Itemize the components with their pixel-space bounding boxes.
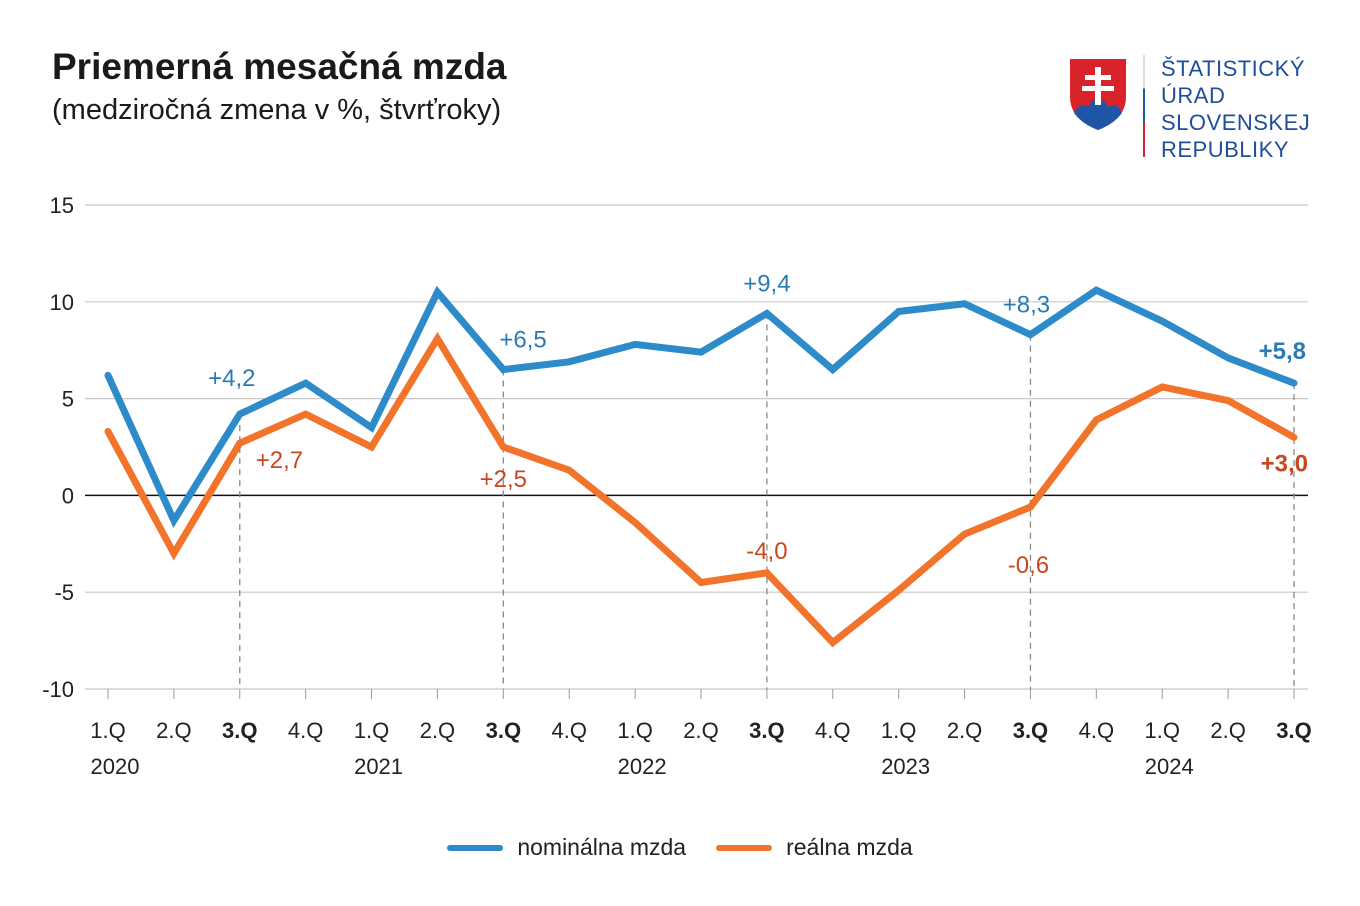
x-tick-label: 4.Q xyxy=(815,718,850,743)
series-line-nominal xyxy=(104,285,1298,528)
x-tick-label: 2.Q xyxy=(947,718,982,743)
y-tick-label: 10 xyxy=(50,290,74,315)
x-tick-label: 1.Q xyxy=(90,718,125,743)
y-tick-label: 15 xyxy=(50,193,74,218)
legend-swatch xyxy=(447,844,504,851)
legend-item-nominal: nominálna mzda xyxy=(447,834,686,861)
chart-title: Priemerná mesačná mzda xyxy=(52,46,507,87)
x-tick-label: 3.Q xyxy=(222,718,257,743)
logo-line: ŠTATISTICKÝ xyxy=(1161,56,1306,81)
y-tick-label: -5 xyxy=(54,580,74,605)
x-tick-label: 2.Q xyxy=(683,718,718,743)
data-label: +4,2 xyxy=(208,365,255,392)
x-tick-label: 2.Q xyxy=(156,718,191,743)
chart-subtitle: (medziročná zmena v %, štvrťroky) xyxy=(52,94,502,126)
x-tick-label: 1.Q xyxy=(1144,718,1179,743)
line-chart: 15 10 5 0 -5 -10 1.Q 2.Q 3.Q 4.Q 1.Q 2.Q 3.Q 4.Q 1.Q 2.… xyxy=(42,193,1312,779)
year-label: 2023 xyxy=(881,754,930,779)
legend-label: nominálna mzda xyxy=(517,834,687,860)
x-tick-label: 4.Q xyxy=(1079,718,1114,743)
data-label: +8,3 xyxy=(1003,292,1050,319)
data-label: -0,6 xyxy=(1008,552,1049,579)
data-label: +3,0 xyxy=(1261,450,1308,477)
x-tick-label: 1.Q xyxy=(354,718,389,743)
x-tick-label: 1.Q xyxy=(881,718,916,743)
data-label: +9,4 xyxy=(743,270,790,297)
coat-of-arms-icon xyxy=(1070,59,1126,130)
data-label: +2,5 xyxy=(480,466,527,493)
x-tick-label: 3.Q xyxy=(1276,718,1311,743)
data-label: +2,7 xyxy=(256,447,303,474)
y-tick-label: -10 xyxy=(42,677,74,702)
year-label: 2022 xyxy=(618,754,667,779)
x-tick-label: 1.Q xyxy=(617,718,652,743)
year-label: 2020 xyxy=(91,754,140,779)
logo-line: ÚRAD xyxy=(1161,83,1226,108)
data-label: +5,8 xyxy=(1259,338,1306,365)
y-tick-label: 0 xyxy=(62,483,74,508)
year-label: 2024 xyxy=(1145,754,1194,779)
x-tick-label: 3.Q xyxy=(749,718,784,743)
data-label: -4,0 xyxy=(746,538,787,565)
legend-swatch xyxy=(716,844,773,851)
x-tick-label: 2.Q xyxy=(420,718,455,743)
series-line-real xyxy=(104,331,1298,648)
x-tick-label: 2.Q xyxy=(1210,718,1245,743)
logo-divider xyxy=(1143,55,1145,157)
logo: ŠTATISTICKÝ ÚRAD SLOVENSKEJ REPUBLIKY xyxy=(1068,55,1328,162)
legend: nominálna mzda reálna mzda xyxy=(0,834,1360,861)
y-tick-label: 5 xyxy=(62,387,74,412)
year-label: 2021 xyxy=(354,754,403,779)
legend-label: reálna mzda xyxy=(786,834,913,860)
x-tick-label: 3.Q xyxy=(486,718,521,743)
logo-line: REPUBLIKY xyxy=(1161,137,1289,162)
logo-line: SLOVENSKEJ xyxy=(1161,110,1311,135)
data-label: +6,5 xyxy=(499,327,546,354)
legend-item-real: reálna mzda xyxy=(716,834,913,861)
x-tick-label: 3.Q xyxy=(1013,718,1048,743)
x-tick-label: 4.Q xyxy=(288,718,323,743)
x-tick-label: 4.Q xyxy=(551,718,586,743)
